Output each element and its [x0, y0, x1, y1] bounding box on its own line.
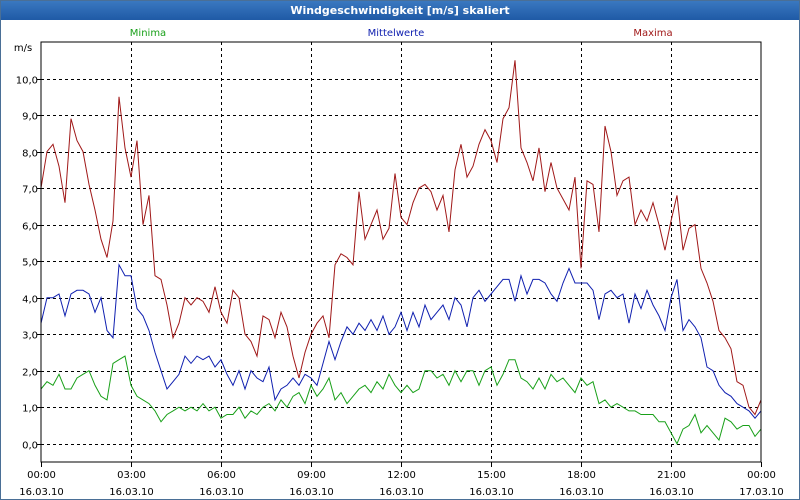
grid	[41, 42, 761, 462]
series-line-minima	[40, 355, 762, 445]
y-tick-label: 7,0	[22, 185, 38, 196]
x-tick-date-label: 16.03.10	[109, 487, 154, 498]
x-tick-date-label: 16.03.10	[199, 487, 244, 498]
y-tick-label: 6,0	[22, 222, 38, 233]
x-tick-time-label: 12:00	[387, 470, 416, 481]
x-tick-time-label: 18:00	[567, 470, 596, 481]
y-tick-label: 1,0	[22, 404, 38, 415]
y-tick-label: 4,0	[22, 295, 38, 306]
x-tick-date-label: 16.03.10	[649, 487, 694, 498]
legend-entry-maxima: Maxima	[633, 28, 672, 39]
window-title: Windgeschwindigkeit [m/s] skaliert	[1, 1, 799, 20]
y-tick-label: 0,0	[22, 441, 38, 452]
y-tick-label: 5,0	[22, 258, 38, 269]
x-tick-time-label: 00:00	[747, 470, 776, 481]
series-lines	[40, 60, 762, 445]
series-line-maxima	[40, 60, 762, 416]
x-tick-date-label: 17.03.10	[739, 487, 784, 498]
wind-speed-chart: 0,0 1,0 2,0 3,0 4,0 5,0 6,0 7,0 8,0 9,0 10,0 m/s 00:…	[14, 28, 784, 498]
x-tick-time-label: 15:00	[477, 470, 506, 481]
x-tick-date-label: 16.03.10	[289, 487, 334, 498]
x-tick-time-label: 03:00	[117, 470, 146, 481]
y-tick-label: 3,0	[22, 331, 38, 342]
series-line-mittelwerte	[40, 263, 762, 419]
x-tick-time-label: 21:00	[657, 470, 686, 481]
x-tick-date-label: 16.03.10	[379, 487, 424, 498]
y-tick-label: 2,0	[22, 368, 38, 379]
y-tick-label: 10,0	[16, 76, 38, 87]
x-tick-date-label: 16.03.10	[19, 487, 64, 498]
x-tick-time-label: 00:00	[27, 470, 56, 481]
axes: 0,0 1,0 2,0 3,0 4,0 5,0 6,0 7,0 8,0 9,0 10,0 m/s 00:…	[14, 41, 784, 498]
x-tick-time-label: 09:00	[297, 470, 326, 481]
legend: Minima Mittelwerte Maxima	[130, 28, 673, 39]
x-tick-date-label: 16.03.10	[469, 487, 514, 498]
y-axis-label: m/s	[14, 43, 32, 54]
legend-entry-mittelwerte: Mittelwerte	[368, 28, 425, 39]
y-tick-label: 9,0	[22, 112, 38, 123]
x-tick-date-label: 16.03.10	[559, 487, 604, 498]
x-tick-time-label: 06:00	[207, 470, 236, 481]
legend-entry-minima: Minima	[130, 28, 166, 39]
y-tick-label: 8,0	[22, 149, 38, 160]
